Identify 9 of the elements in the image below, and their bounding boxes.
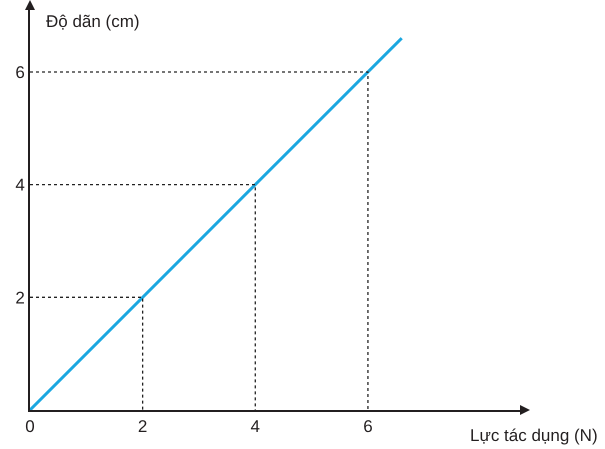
y-tick-label: 6 — [15, 62, 25, 82]
x-tick-label: 2 — [138, 417, 148, 436]
x-tick-label: 6 — [363, 417, 373, 436]
y-tick-label: 2 — [15, 288, 25, 308]
y-axis-title: Độ dãn (cm) — [46, 12, 140, 31]
x-axis-title: Lực tác dụng (N) — [470, 426, 598, 445]
x-tick-label: 0 — [25, 417, 35, 436]
x-tick-label: 4 — [250, 417, 260, 436]
y-tick-label: 4 — [15, 176, 25, 195]
